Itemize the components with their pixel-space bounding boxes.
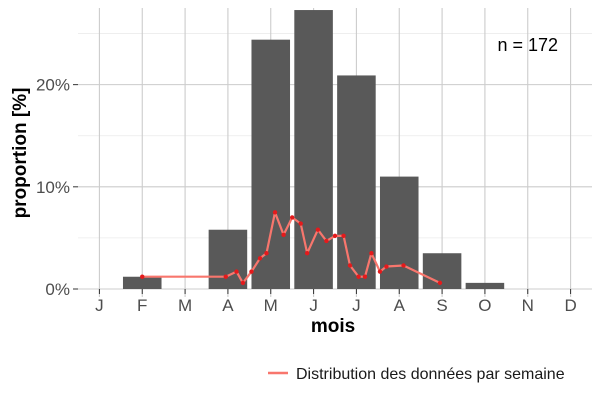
y-axis-title: proportion [%] <box>10 88 31 219</box>
series-point <box>324 238 329 244</box>
series-point <box>223 274 228 279</box>
series-line <box>142 211 441 284</box>
series-point <box>304 251 310 256</box>
legend: Distribution des données par semaine <box>268 366 565 383</box>
series-point <box>356 274 361 279</box>
x-tick-label: F <box>137 296 147 315</box>
weekly-line-series <box>140 210 443 286</box>
series-point <box>437 280 443 286</box>
series-point <box>377 269 383 274</box>
series-point <box>369 251 374 256</box>
series-point <box>264 251 269 256</box>
x-tick-label: A <box>394 296 406 315</box>
series-point <box>257 256 263 261</box>
legend-label: Distribution des données par semaine <box>296 366 565 383</box>
x-tick-label: M <box>264 296 278 315</box>
x-tick-label: J <box>309 296 318 315</box>
x-axis-title: mois <box>311 316 355 337</box>
bar-9 <box>422 253 462 289</box>
series-point <box>341 233 346 239</box>
bar-6 <box>294 10 333 289</box>
series-point <box>140 274 145 279</box>
series-point <box>315 227 321 232</box>
bar-10 <box>465 282 505 289</box>
x-tick-label: A <box>222 296 234 315</box>
series-point <box>249 269 254 274</box>
series-point <box>234 269 239 274</box>
series-point <box>384 264 389 269</box>
series-point <box>347 263 353 268</box>
y-tick-label: 0% <box>45 280 70 299</box>
series-point <box>240 280 246 286</box>
series-point <box>362 274 368 279</box>
x-tick-label: N <box>522 296 534 315</box>
bar-5 <box>251 39 291 290</box>
x-tick-label: J <box>352 296 361 315</box>
series-point <box>298 221 303 226</box>
x-tick-label: M <box>178 296 192 315</box>
x-tick-label: D <box>564 296 576 315</box>
x-tick-label: J <box>95 296 104 315</box>
series-point <box>272 210 278 215</box>
bar-8 <box>379 176 419 289</box>
series-point <box>289 215 295 220</box>
series-point <box>332 233 338 239</box>
series-point <box>281 232 286 238</box>
x-tick-label: S <box>436 296 447 315</box>
series-point <box>401 263 406 268</box>
y-axis-ticks: 0% 10% 20% <box>36 76 78 299</box>
bar-2 <box>122 276 162 289</box>
y-tick-label: 20% <box>36 76 70 95</box>
bars <box>122 10 505 290</box>
sample-size-annotation: n = 172 <box>497 35 558 55</box>
x-tick-label: O <box>478 296 491 315</box>
y-tick-label: 10% <box>36 178 70 197</box>
